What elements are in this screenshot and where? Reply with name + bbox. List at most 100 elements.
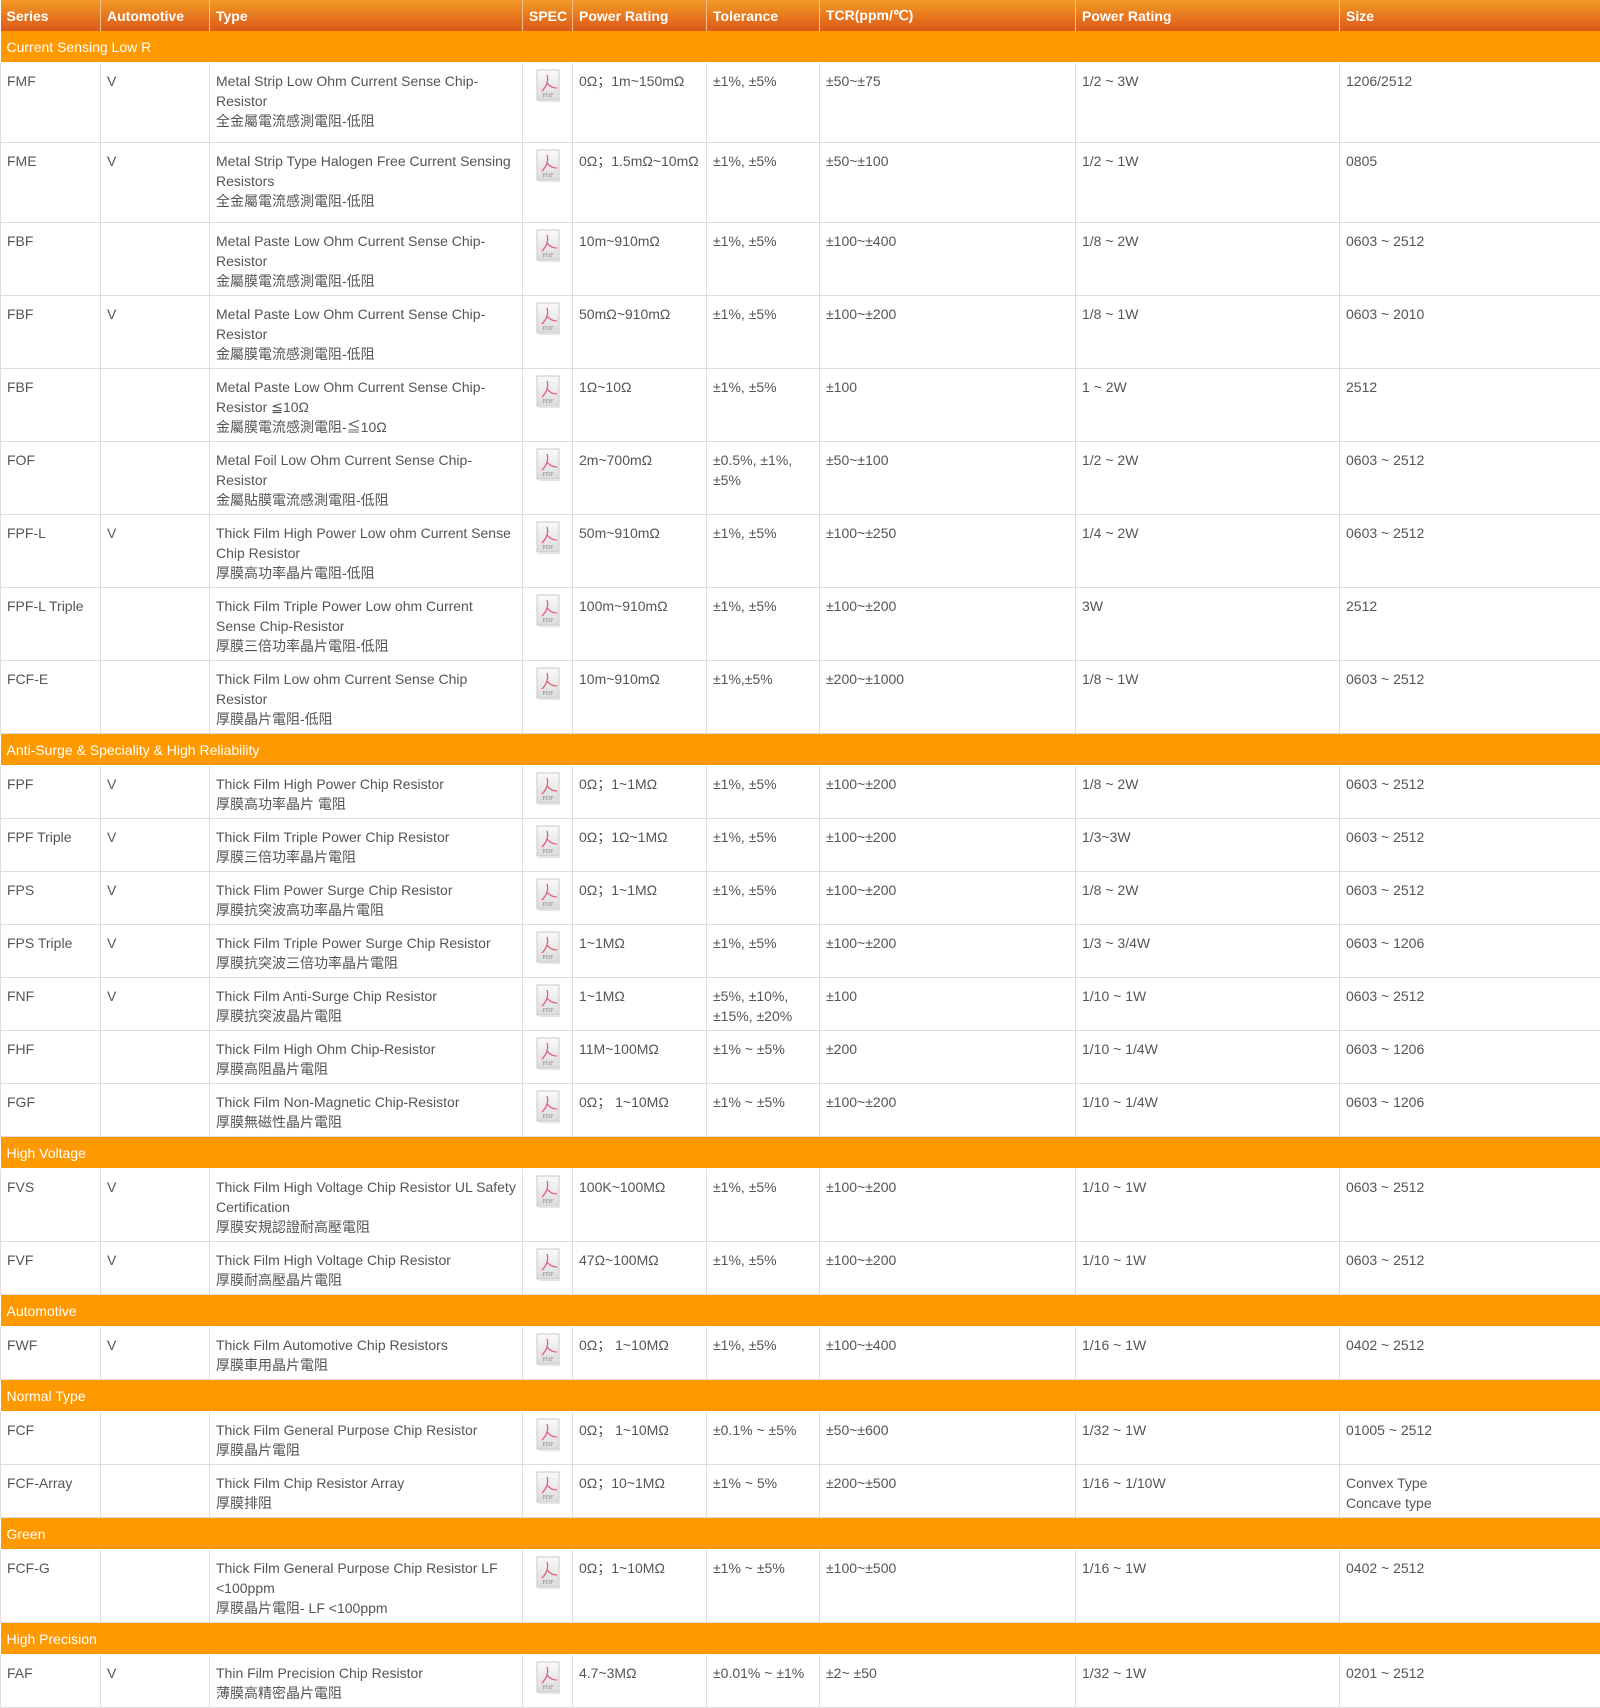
- power-rating-cell: 1/3 ~ 3/4W: [1076, 925, 1340, 978]
- pdf-file-icon[interactable]: PDF: [534, 1248, 562, 1287]
- size-line: 0603 ~ 2512: [1346, 450, 1594, 470]
- column-header-power-rating: Power Rating: [1076, 0, 1340, 31]
- type-line: Metal Foil Low Ohm Current Sense Chip-Re…: [216, 450, 516, 490]
- pdf-file-icon[interactable]: PDF: [534, 1661, 562, 1700]
- pdf-file-icon[interactable]: PDF: [534, 1556, 562, 1595]
- size-line: 01005 ~ 2512: [1346, 1420, 1594, 1440]
- resistance-cell: 0Ω；1~1MΩ: [573, 766, 707, 819]
- type-line: 金屬貼膜電流感測電阻-低阻: [216, 490, 516, 510]
- size-line: Concave type: [1346, 1493, 1594, 1513]
- series-cell: FPF-L Triple: [1, 588, 101, 661]
- resistance-cell: 0Ω； 1~10MΩ: [573, 1084, 707, 1137]
- pdf-file-icon[interactable]: PDF: [534, 1090, 562, 1129]
- pdf-file-icon[interactable]: PDF: [534, 984, 562, 1023]
- power-rating-cell: 1/10 ~ 1W: [1076, 1242, 1340, 1295]
- type-cell: Thick Film General Purpose Chip Resistor…: [210, 1550, 523, 1623]
- pdf-file-icon[interactable]: PDF: [534, 302, 562, 341]
- type-line: 金屬膜電流感測電阻-≦10Ω: [216, 417, 516, 437]
- group-row: High Voltage: [1, 1137, 1600, 1169]
- series-cell: FPF: [1, 766, 101, 819]
- automotive-cell: V: [101, 1169, 210, 1242]
- power-rating-cell: 1/10 ~ 1/4W: [1076, 1084, 1340, 1137]
- tcr-cell: ±100: [820, 978, 1076, 1031]
- power-rating-cell: 1/10 ~ 1W: [1076, 1169, 1340, 1242]
- automotive-cell: [101, 1550, 210, 1623]
- type-line: 厚膜高阻晶片電阻: [216, 1059, 516, 1079]
- type-line: Metal Paste Low Ohm Current Sense Chip-R…: [216, 304, 516, 344]
- tcr-cell: ±100~±200: [820, 1169, 1076, 1242]
- pdf-file-icon[interactable]: PDF: [534, 825, 562, 864]
- power-rating-cell: 1/32 ~ 1W: [1076, 1655, 1340, 1708]
- tolerance-cell: ±1% ~ 5%: [707, 1465, 820, 1518]
- resistance-cell: 10m~910mΩ: [573, 223, 707, 296]
- pdf-file-icon[interactable]: PDF: [534, 594, 562, 633]
- type-line: 厚膜抗突波三倍功率晶片電阻: [216, 953, 516, 973]
- tolerance-cell: ±1%, ±5%: [707, 819, 820, 872]
- type-line: Thick Film Chip Resistor Array: [216, 1473, 516, 1493]
- size-line: 0603 ~ 2512: [1346, 669, 1594, 689]
- type-line: Metal Strip Low Ohm Current Sense Chip-R…: [216, 71, 516, 111]
- spec-cell: PDF: [523, 766, 573, 819]
- pdf-file-icon[interactable]: PDF: [534, 69, 562, 108]
- pdf-file-icon[interactable]: PDF: [534, 1333, 562, 1372]
- size-cell: 2512: [1340, 369, 1600, 442]
- pdf-file-icon[interactable]: PDF: [534, 1471, 562, 1510]
- svg-text:PDF: PDF: [542, 1114, 554, 1120]
- table-row: FBF Metal Paste Low Ohm Current Sense Chi…: [1, 369, 1600, 442]
- series-cell: FNF: [1, 978, 101, 1031]
- tcr-cell: ±50~±100: [820, 143, 1076, 223]
- spec-cell: PDF: [523, 1084, 573, 1137]
- svg-text:PDF: PDF: [542, 691, 554, 697]
- spec-cell: PDF: [523, 296, 573, 369]
- type-cell: Metal Paste Low Ohm Current Sense Chip-R…: [210, 369, 523, 442]
- resistance-cell: 2m~700mΩ: [573, 442, 707, 515]
- pdf-file-icon[interactable]: PDF: [534, 229, 562, 268]
- pdf-file-icon[interactable]: PDF: [534, 667, 562, 706]
- pdf-file-icon[interactable]: PDF: [534, 1175, 562, 1214]
- pdf-file-icon[interactable]: PDF: [534, 931, 562, 970]
- pdf-file-icon[interactable]: PDF: [534, 521, 562, 560]
- spec-cell: PDF: [523, 1465, 573, 1518]
- size-cell: 0402 ~ 2512: [1340, 1550, 1600, 1623]
- size-line: 0402 ~ 2512: [1346, 1558, 1594, 1578]
- type-line: 厚膜抗突波高功率晶片電阻: [216, 900, 516, 920]
- pdf-file-icon[interactable]: PDF: [534, 149, 562, 188]
- tcr-cell: ±50~±600: [820, 1412, 1076, 1465]
- automotive-cell: V: [101, 1242, 210, 1295]
- column-header-series: Series: [1, 0, 101, 31]
- automotive-cell: V: [101, 925, 210, 978]
- pdf-file-icon[interactable]: PDF: [534, 448, 562, 487]
- series-cell: FVF: [1, 1242, 101, 1295]
- automotive-cell: [101, 223, 210, 296]
- type-line: Thick Film High Power Chip Resistor: [216, 774, 516, 794]
- pdf-file-icon[interactable]: PDF: [534, 878, 562, 917]
- series-cell: FME: [1, 143, 101, 223]
- tolerance-cell: ±1% ~ ±5%: [707, 1084, 820, 1137]
- pdf-file-icon[interactable]: PDF: [534, 772, 562, 811]
- size-cell: 0603 ~ 2512: [1340, 872, 1600, 925]
- series-cell: FOF: [1, 442, 101, 515]
- tcr-cell: ±100~±500: [820, 1550, 1076, 1623]
- power-rating-cell: 1/8 ~ 2W: [1076, 872, 1340, 925]
- series-cell: FBF: [1, 369, 101, 442]
- series-cell: FBF: [1, 223, 101, 296]
- pdf-file-icon[interactable]: PDF: [534, 375, 562, 414]
- series-cell: FBF: [1, 296, 101, 369]
- pdf-file-icon[interactable]: PDF: [534, 1037, 562, 1076]
- pdf-file-icon[interactable]: PDF: [534, 1418, 562, 1457]
- svg-text:PDF: PDF: [542, 545, 554, 551]
- spec-cell: PDF: [523, 925, 573, 978]
- type-line: Metal Strip Type Halogen Free Current Se…: [216, 151, 516, 191]
- automotive-cell: [101, 1031, 210, 1084]
- series-cell: FCF-G: [1, 1550, 101, 1623]
- type-line: 厚膜晶片電阻- LF <100ppm: [216, 1598, 516, 1618]
- type-line: Thick Film Anti-Surge Chip Resistor: [216, 986, 516, 1006]
